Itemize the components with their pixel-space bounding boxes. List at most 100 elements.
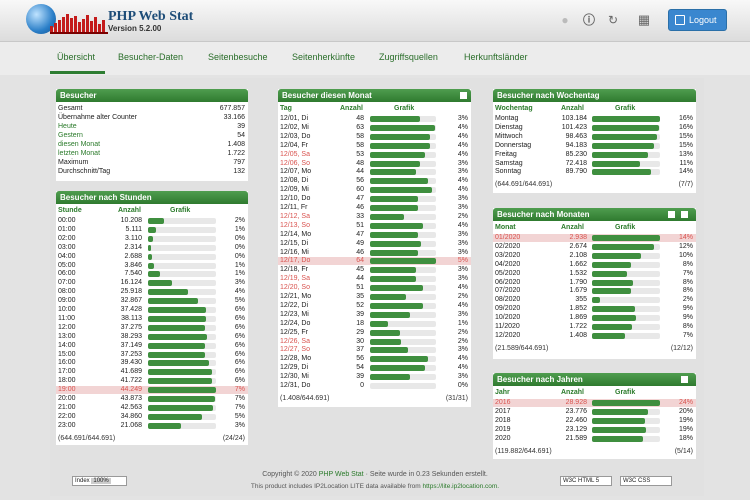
row-count: 10.208 bbox=[120, 217, 142, 224]
row-bar bbox=[370, 329, 436, 336]
row-percent: 0% bbox=[234, 243, 245, 251]
table-row: 03:00 2.314 0% bbox=[56, 244, 248, 252]
row-percent: 12% bbox=[678, 242, 693, 250]
row-count: 56 bbox=[356, 355, 364, 363]
row-percent: 3% bbox=[457, 159, 468, 167]
list-icon[interactable] bbox=[681, 376, 688, 383]
row-bar bbox=[592, 142, 660, 149]
tab-zugriffsquellen[interactable]: Zugriffsquellen bbox=[379, 52, 438, 62]
row-count: 39.430 bbox=[120, 359, 142, 367]
row-percent: 2% bbox=[457, 293, 468, 300]
row-bar-fill bbox=[370, 160, 420, 167]
row-bar-fill bbox=[148, 422, 181, 429]
logout-button[interactable]: Logout bbox=[668, 9, 727, 31]
table-row: 12/13, So 51 4% bbox=[278, 222, 471, 230]
row-label: 12/27, So bbox=[280, 346, 310, 354]
row-bar-fill bbox=[370, 133, 431, 140]
tab-uebersicht[interactable]: Übersicht bbox=[57, 52, 96, 62]
table-row: 21:00 42.563 7% bbox=[56, 404, 248, 412]
row-bar-fill bbox=[148, 253, 153, 260]
row-label: 12/29, Di bbox=[280, 364, 309, 372]
row-count: 0 bbox=[360, 382, 364, 389]
row-percent: 6% bbox=[234, 359, 245, 367]
table-row: 01/2020 2.938 14% bbox=[493, 234, 696, 242]
row-label: 12/26, Sa bbox=[280, 337, 310, 345]
row-count: 30 bbox=[356, 337, 364, 345]
row-label: 05/2020 bbox=[495, 269, 521, 277]
table-row: 12/16, Mi 46 3% bbox=[278, 249, 471, 257]
table-row: 12/14, Mo 47 3% bbox=[278, 231, 471, 239]
row-bar-fill bbox=[148, 378, 212, 385]
table-row: 12/19, Sa 44 3% bbox=[278, 275, 471, 283]
row-bar bbox=[592, 160, 660, 167]
column-header: Grafik bbox=[615, 389, 636, 396]
column-header: Anzahl bbox=[561, 224, 584, 231]
table-row: 12/17, Do 64 5% bbox=[278, 257, 471, 266]
row-bar-fill bbox=[370, 258, 436, 265]
row-label: 12/24, Do bbox=[280, 319, 311, 327]
row-count: 72.418 bbox=[565, 159, 587, 167]
list-icon[interactable] bbox=[681, 211, 688, 218]
column-header: Anzahl bbox=[118, 207, 141, 214]
row-count: 39 bbox=[356, 310, 364, 318]
row-bar bbox=[370, 267, 436, 274]
table-row: 12/03, Do 58 4% bbox=[278, 133, 471, 141]
row-label: 07/2020 bbox=[495, 287, 521, 295]
tab-seitenbesuche[interactable]: Seitenbesuche bbox=[208, 52, 268, 62]
row-count: 2.108 bbox=[569, 251, 587, 259]
product-link[interactable]: PHP Web Stat bbox=[318, 471, 364, 478]
row-count: 1.790 bbox=[569, 278, 587, 286]
row-percent: 6% bbox=[234, 332, 245, 340]
row-percent: 1% bbox=[457, 319, 468, 327]
row-bar-fill bbox=[592, 160, 640, 167]
row-count: 2.674 bbox=[569, 242, 587, 250]
tab-besucher-daten[interactable]: Besucher-Daten bbox=[118, 52, 184, 62]
table-row: 12/04, Fr 58 4% bbox=[278, 142, 471, 150]
row-percent: 6% bbox=[234, 350, 245, 358]
row-label: 12/23, Mi bbox=[280, 310, 309, 318]
row-count: 1.532 bbox=[569, 269, 587, 277]
tab-herkunftslaender[interactable]: Herkunftsländer bbox=[464, 52, 528, 62]
row-percent: 3% bbox=[457, 373, 468, 381]
row-percent: 3% bbox=[457, 230, 468, 238]
row-percent: 7% bbox=[234, 395, 245, 402]
row-percent: 9% bbox=[682, 305, 693, 313]
row-count: 89.790 bbox=[565, 168, 587, 176]
row-bar bbox=[370, 347, 436, 354]
row-count: 58 bbox=[356, 141, 364, 149]
user-icon[interactable]: ● bbox=[561, 13, 569, 27]
table-row: 2019 23.129 19% bbox=[493, 426, 696, 434]
row-percent: 20% bbox=[678, 407, 693, 415]
row-bar bbox=[592, 169, 660, 176]
row-percent: 3% bbox=[457, 275, 468, 283]
column-header: Monat bbox=[495, 224, 516, 231]
refresh-icon[interactable]: ↻ bbox=[607, 13, 619, 27]
row-bar bbox=[370, 160, 436, 167]
stat-label: diesen Monat bbox=[58, 141, 101, 148]
html5-badge[interactable]: W3C HTML 5 bbox=[560, 476, 612, 486]
row-percent: 8% bbox=[682, 323, 693, 330]
row-percent: 9% bbox=[682, 314, 693, 322]
table-row: 23:00 21.068 3% bbox=[56, 422, 248, 430]
css-badge[interactable]: W3C CSS bbox=[620, 476, 672, 486]
ip2location-link[interactable]: https://lite.ip2location.com. bbox=[422, 483, 500, 490]
row-bar-fill bbox=[148, 387, 216, 394]
row-bar bbox=[370, 169, 436, 176]
row-label: 18:00 bbox=[58, 377, 76, 385]
info-icon[interactable]: ⓘ bbox=[582, 13, 595, 27]
bar-chart-icon[interactable] bbox=[668, 211, 675, 218]
row-count: 44 bbox=[356, 275, 364, 283]
tab-seitenherkuenfte[interactable]: Seitenherkünfte bbox=[292, 52, 356, 62]
row-percent: 2% bbox=[682, 296, 693, 304]
row-percent: 5% bbox=[457, 257, 468, 265]
index-badge[interactable]: Index 100% bbox=[72, 476, 127, 486]
row-percent: 2% bbox=[457, 337, 468, 345]
row-count: 355 bbox=[575, 296, 587, 304]
grid-menu-icon[interactable]: ▦ bbox=[637, 12, 651, 27]
bar-chart-icon[interactable] bbox=[460, 92, 467, 99]
row-bar bbox=[592, 133, 660, 140]
row-count: 49 bbox=[356, 239, 364, 247]
row-bar bbox=[148, 324, 216, 331]
row-bar bbox=[592, 426, 660, 433]
row-percent: 5% bbox=[234, 412, 245, 420]
